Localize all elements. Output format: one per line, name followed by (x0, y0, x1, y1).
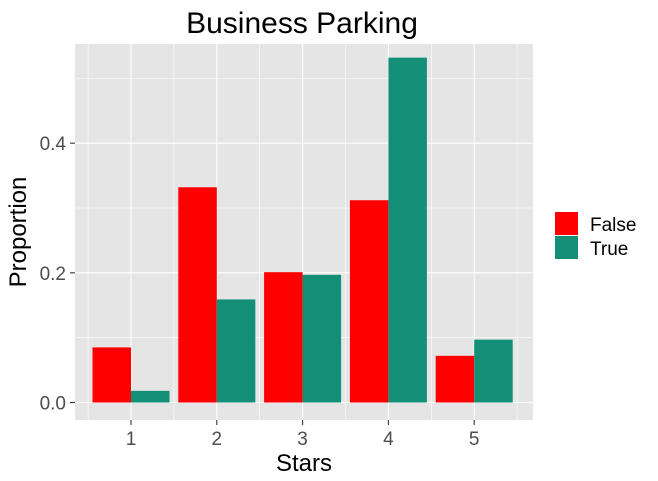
y-axis-title: Proportion (5, 177, 32, 288)
bar-false-3 (264, 272, 303, 403)
bar-false-2 (178, 187, 217, 403)
x-axis-title: Stars (276, 450, 332, 477)
bar-false-1 (92, 347, 131, 403)
legend-key-true (555, 236, 578, 259)
grid-minor (75, 44, 533, 420)
x-tick-label: 4 (383, 429, 394, 450)
y-axis: 0.0 0.2 0.4 (40, 134, 75, 414)
y-tick-label: 0.0 (40, 393, 66, 414)
bar-true-1 (131, 390, 170, 403)
x-tick-label: 3 (297, 429, 308, 450)
bar-false-5 (435, 355, 475, 403)
y-tick-label: 0.2 (40, 264, 66, 285)
bar-true-3 (302, 274, 342, 403)
bar-true-5 (474, 339, 513, 403)
chart-title: Business Parking (186, 7, 418, 40)
x-tick-label: 1 (126, 429, 137, 450)
x-axis: 1 2 3 4 5 (126, 420, 480, 450)
bars (92, 57, 513, 403)
legend-key-false (555, 212, 578, 235)
y-tick-label: 0.4 (40, 134, 67, 155)
bar-false-4 (349, 200, 389, 403)
legend: False True (555, 212, 636, 260)
bar-true-2 (216, 299, 256, 403)
bar-true-4 (388, 57, 427, 403)
x-tick-label: 5 (469, 429, 480, 450)
legend-label: True (590, 239, 628, 260)
legend-label: False (590, 215, 636, 236)
x-tick-label: 2 (212, 429, 223, 450)
